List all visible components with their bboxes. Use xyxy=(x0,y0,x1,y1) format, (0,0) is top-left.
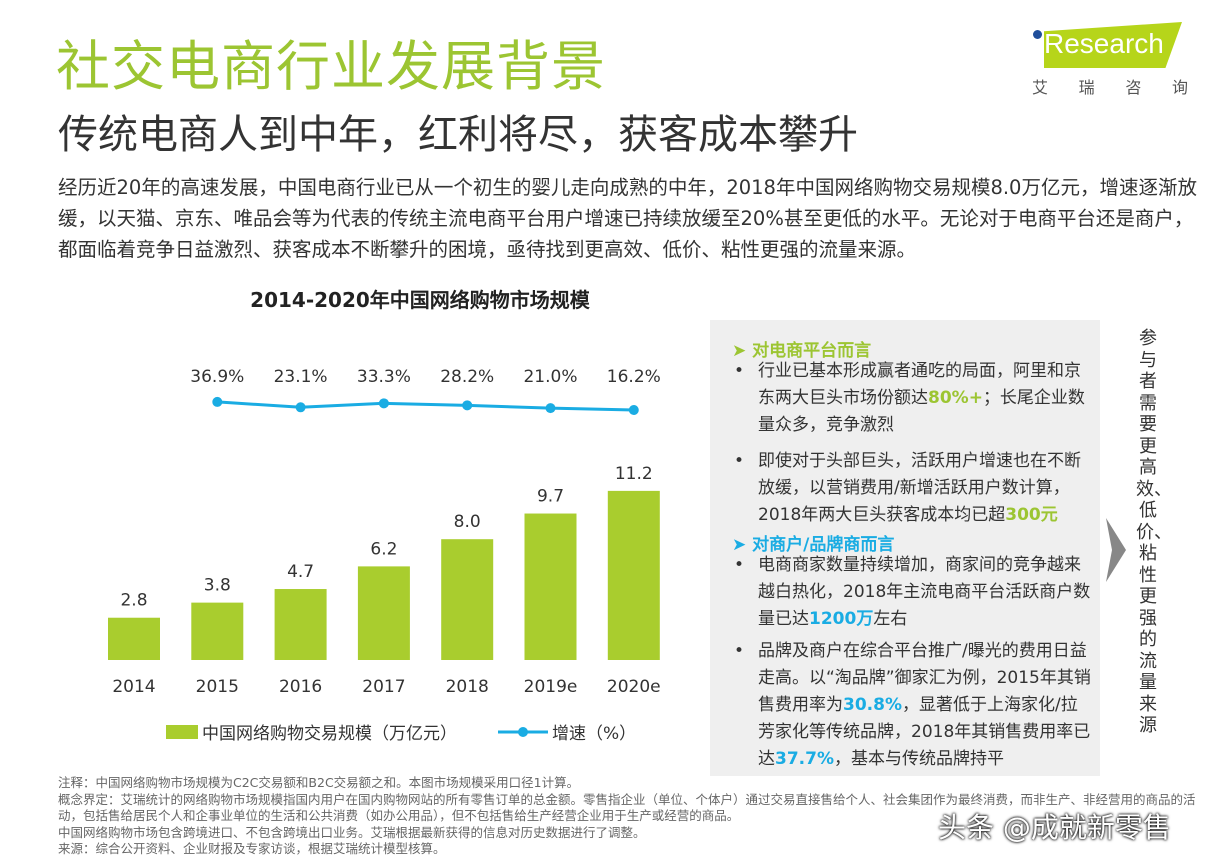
bullet-item: 行业已基本形成赢者通吃的局面，阿里和京东两大巨头市场份额达80%+；长尾企业数量… xyxy=(734,358,1094,439)
legend-line-marker xyxy=(518,727,528,737)
bar-2020e xyxy=(607,490,660,660)
bullet-text: 即使对于头部巨头，活跃用户增速也在不断放缓，以营销费用/新增活跃用户数计算，20… xyxy=(758,451,1081,525)
bar-label: 4.7 xyxy=(287,562,314,582)
note-line: 注释：中国网络购物市场规模为C2C交易额和B2C交易额之和。本图市场规模采用口径… xyxy=(58,775,580,790)
intro-paragraph: 经历近20年的高速发展，中国电商行业已从一个初生的婴儿走向成熟的中年，2018年… xyxy=(58,176,1197,261)
note-line: 中国网络购物市场包含跨境进口、不包含跨境出口业务。艾瑞根据最新获得的信息对历史数… xyxy=(58,824,646,840)
bar-2017 xyxy=(357,566,410,660)
note-line: 概念界定：艾瑞统计的网络购物市场规模指国内用户在国内购物网站的所有零售订单的总金… xyxy=(58,791,1196,824)
growth-point xyxy=(545,403,556,414)
bullet-text: ，显著低于上海家化/拉芳家化等传统品牌，2018年其销售费用率已达 xyxy=(758,695,1091,769)
bar-label: 2.8 xyxy=(120,591,147,611)
bullet-text: 行业已基本形成赢者通吃的局面，阿里和京东两大巨头市场份额达 xyxy=(758,361,1081,408)
bullet-highlight: 37.7% xyxy=(775,749,834,769)
bullet-item: 品牌及商户在综合平台推广/曝光的费用日益走高。以“淘品牌”御家汇为例，2015年… xyxy=(734,638,1094,773)
section-heading: ➤ 对商户/品牌商而言 xyxy=(732,535,895,555)
section-heading: ➤ 对电商平台而言 xyxy=(732,341,872,361)
bar-2019e xyxy=(524,513,577,660)
bullet-highlight: 80%+ xyxy=(928,388,983,408)
logo-char: 询 xyxy=(1171,78,1188,97)
page-title: 社交电商行业发展背景 xyxy=(56,35,606,98)
bar-label: 3.8 xyxy=(204,576,231,596)
bullet-text: 左右 xyxy=(873,609,908,629)
growth-label: 21.0% xyxy=(523,367,577,387)
x-tick-label: 2020e xyxy=(607,677,661,697)
market-size-chart: 2.8 2014 3.8 2015 4.7 2016 6.2 2017 8.0 2018 9.7 20… xyxy=(108,367,661,744)
x-tick-label: 2014 xyxy=(112,677,155,697)
note-line: 来源：综合公开资料、企业财报及专家访谈，根据艾瑞统计模型核算。 xyxy=(58,841,446,856)
logo-char: 瑞 xyxy=(1078,78,1095,97)
chart-title: 2014-2020年中国网络购物市场规模 xyxy=(250,288,590,312)
bar-2014 xyxy=(108,617,160,660)
analysis-panel: ➤ 对电商平台而言行业已基本形成赢者通吃的局面，阿里和京东两大巨头市场份额达80… xyxy=(710,320,1100,776)
growth-label: 36.9% xyxy=(190,367,244,387)
x-tick-label: 2015 xyxy=(196,677,239,697)
bullet-item: 即使对于头部巨头，活跃用户增速也在不断放缓，以营销费用/新增活跃用户数计算，20… xyxy=(734,448,1094,529)
iresearch-logo: Research 艾 瑞 咨 询 xyxy=(1030,18,1190,98)
bar-label: 8.0 xyxy=(454,512,481,532)
legend-bar-swatch xyxy=(166,725,198,739)
watermark: 头条 @成就新零售 xyxy=(938,811,1171,844)
bullet-text: ；长尾企业数量众多，竞争激烈 xyxy=(758,388,1085,435)
growth-point xyxy=(378,398,389,409)
growth-label: 28.2% xyxy=(440,367,494,387)
growth-label: 16.2% xyxy=(607,367,661,387)
x-tick-label: 2019e xyxy=(524,677,578,697)
growth-point xyxy=(212,396,223,407)
logo-word: Research xyxy=(1044,28,1164,59)
bullet-highlight: 300元 xyxy=(1005,505,1058,525)
growth-label: 33.3% xyxy=(357,367,411,387)
chevron-right-icon xyxy=(1106,518,1126,582)
x-tick-label: 2016 xyxy=(279,677,322,697)
growth-point xyxy=(628,405,639,415)
bar-2016 xyxy=(274,589,327,660)
bullet-item: 电商商家数量持续增加，商家间的竞争越来越白热化，2018年主流电商平台活跃商户数… xyxy=(734,552,1094,633)
bar-label: 9.7 xyxy=(537,487,564,507)
footnotes: 注释：中国网络购物市场规模为C2C交易额和B2C交易额之和。本图市场规模采用口径… xyxy=(58,775,1208,858)
x-tick-label: 2018 xyxy=(446,677,489,697)
bullet-highlight: 30.8% xyxy=(843,695,902,715)
x-tick-label: 2017 xyxy=(362,677,405,697)
growth-point xyxy=(295,402,306,413)
conclusion-text: 参与者需要更高效、低价、粘性更强的流量来源 xyxy=(1136,328,1172,736)
growth-line xyxy=(217,400,634,412)
growth-point xyxy=(462,400,473,411)
bar-label: 6.2 xyxy=(370,539,397,559)
bar-label: 11.2 xyxy=(615,464,653,484)
page-subtitle: 传统电商人到中年，红利将尽，获客成本攀升 xyxy=(58,112,858,158)
logo-char: 咨 xyxy=(1125,78,1142,97)
legend-line-label: 增速（%） xyxy=(552,724,636,744)
growth-label: 23.1% xyxy=(274,367,328,387)
logo-char: 艾 xyxy=(1032,78,1049,97)
bullet-text: 品牌及商户在综合平台推广/曝光的费用日益走高。以“淘品牌”御家汇为例，2015年… xyxy=(758,641,1091,715)
bullet-text: 电商商家数量持续增加，商家间的竞争越来越白热化，2018年主流电商平台活跃商户数… xyxy=(758,555,1091,629)
legend-bar-label: 中国网络购物交易规模（万亿元） xyxy=(202,724,457,744)
bar-2018 xyxy=(441,539,494,660)
bullet-text: ，基本与传统品牌持平 xyxy=(833,749,1004,769)
bar-2015 xyxy=(191,602,244,660)
bullet-highlight: 1200万 xyxy=(809,609,874,629)
